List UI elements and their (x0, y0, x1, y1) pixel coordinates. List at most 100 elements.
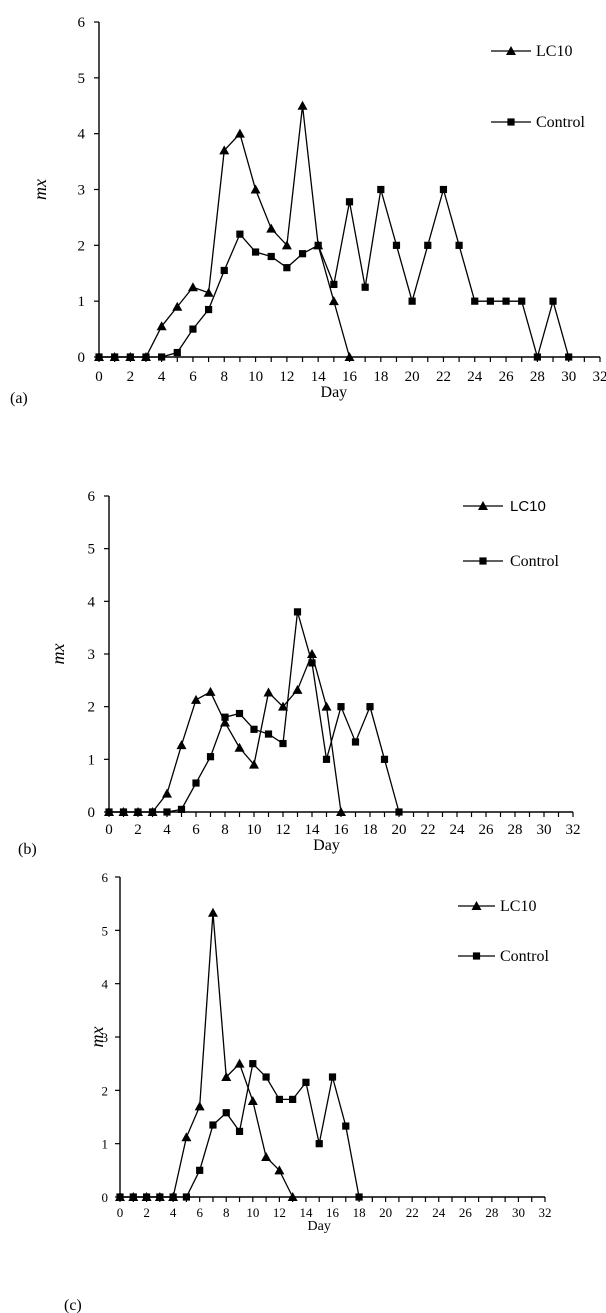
x-tick-label: 22 (421, 822, 436, 838)
data-point-lc10 (221, 1072, 232, 1081)
y-tick-label: 6 (102, 870, 109, 885)
data-point-control (220, 266, 228, 275)
data-point-lc10 (207, 907, 218, 917)
y-tick-label: 0 (78, 350, 86, 366)
data-point-control (565, 353, 573, 361)
panel-label: (c) (64, 1297, 82, 1313)
x-tick-label: 24 (450, 822, 466, 838)
data-point-control (486, 297, 495, 305)
data-point-control (148, 808, 157, 816)
legend-marker-triangle (478, 501, 488, 510)
x-tick-label: 18 (353, 1205, 366, 1220)
data-point-control (95, 353, 103, 361)
data-point-control (192, 779, 200, 787)
data-point-control (262, 1073, 270, 1081)
x-tick-label: 2 (143, 1205, 150, 1220)
data-point-lc10 (336, 807, 346, 816)
y-tick-label: 1 (88, 752, 96, 768)
data-point-lc10 (344, 352, 355, 361)
x-tick-label: 0 (105, 822, 113, 838)
data-point-control (328, 1073, 337, 1081)
data-point-lc10 (292, 684, 303, 694)
data-point-control (330, 280, 338, 289)
x-tick-label: 12 (273, 1205, 286, 1220)
legend-label-lc10: LC10 (510, 498, 546, 515)
x-tick-label: 32 (566, 822, 581, 838)
legend-label-lc10: LC10 (500, 898, 536, 915)
data-point-control (361, 283, 369, 291)
x-tick-label: 16 (342, 369, 358, 385)
x-tick-label: 30 (512, 1205, 525, 1220)
data-point-control (111, 353, 119, 361)
x-tick-label: 16 (334, 822, 350, 838)
data-point-lc10 (249, 759, 259, 769)
x-tick-label: 26 (459, 1205, 473, 1220)
y-tick-label: 5 (78, 71, 86, 87)
y-tick-label: 6 (78, 15, 86, 31)
data-point-lc10 (266, 223, 277, 233)
data-point-lc10 (219, 145, 230, 155)
x-tick-label: 20 (405, 369, 420, 385)
legend-marker-square (479, 557, 487, 565)
data-point-control (471, 297, 479, 305)
data-point-lc10 (191, 694, 201, 704)
x-tick-label: 6 (196, 1205, 203, 1220)
data-point-control (337, 703, 345, 711)
data-point-lc10 (250, 184, 261, 194)
x-axis-title: Day (321, 384, 348, 401)
data-point-lc10 (247, 1096, 258, 1105)
data-point-lc10 (162, 788, 172, 798)
y-tick-label: 3 (88, 647, 96, 663)
legend-marker-square (507, 118, 515, 126)
x-tick-label: 30 (561, 369, 576, 385)
data-point-lc10 (281, 240, 292, 250)
x-tick-label: 10 (246, 1205, 259, 1220)
data-point-control (250, 725, 258, 733)
x-tick-label: 24 (467, 369, 483, 385)
x-tick-label: 2 (127, 369, 135, 385)
data-point-control (355, 1193, 363, 1201)
x-tick-label: 0 (95, 369, 103, 385)
y-tick-label: 6 (88, 489, 96, 505)
x-tick-label: 28 (508, 822, 523, 838)
x-tick-label: 28 (530, 369, 545, 385)
x-axis-title: Day (313, 837, 340, 854)
y-tick-label: 0 (102, 1190, 109, 1205)
data-point-control (182, 1193, 191, 1201)
x-tick-label: 26 (499, 369, 515, 385)
data-point-control (142, 353, 150, 361)
y-tick-label: 2 (78, 238, 86, 254)
data-point-lc10 (187, 282, 198, 292)
data-point-control (116, 1193, 124, 1201)
x-tick-label: 8 (221, 822, 229, 838)
x-tick-label: 14 (311, 369, 327, 385)
x-tick-label: 2 (134, 822, 142, 838)
data-point-control (455, 241, 463, 249)
data-point-control (189, 325, 197, 333)
data-point-control (196, 1166, 204, 1174)
y-tick-label: 1 (102, 1137, 109, 1152)
x-tick-label: 20 (379, 1205, 392, 1220)
data-point-control (169, 1193, 177, 1201)
x-tick-label: 14 (305, 822, 321, 838)
x-tick-label: 4 (170, 1205, 177, 1220)
data-point-control (235, 1127, 244, 1135)
y-tick-label: 0 (88, 805, 96, 821)
x-tick-label: 20 (392, 822, 407, 838)
panel-label: (b) (18, 841, 37, 858)
y-tick-label: 4 (88, 594, 96, 610)
data-point-control (177, 805, 186, 813)
x-tick-label: 10 (247, 822, 262, 838)
data-point-control (204, 305, 213, 314)
data-point-control (302, 1078, 310, 1086)
data-point-control (264, 730, 273, 738)
data-point-control (158, 353, 166, 361)
data-point-lc10 (181, 1132, 192, 1142)
y-axis-title: mx (87, 1027, 107, 1048)
x-tick-label: 32 (539, 1205, 552, 1220)
x-tick-label: 4 (163, 822, 171, 838)
data-point-control (439, 185, 448, 194)
y-tick-label: 3 (102, 1030, 109, 1045)
